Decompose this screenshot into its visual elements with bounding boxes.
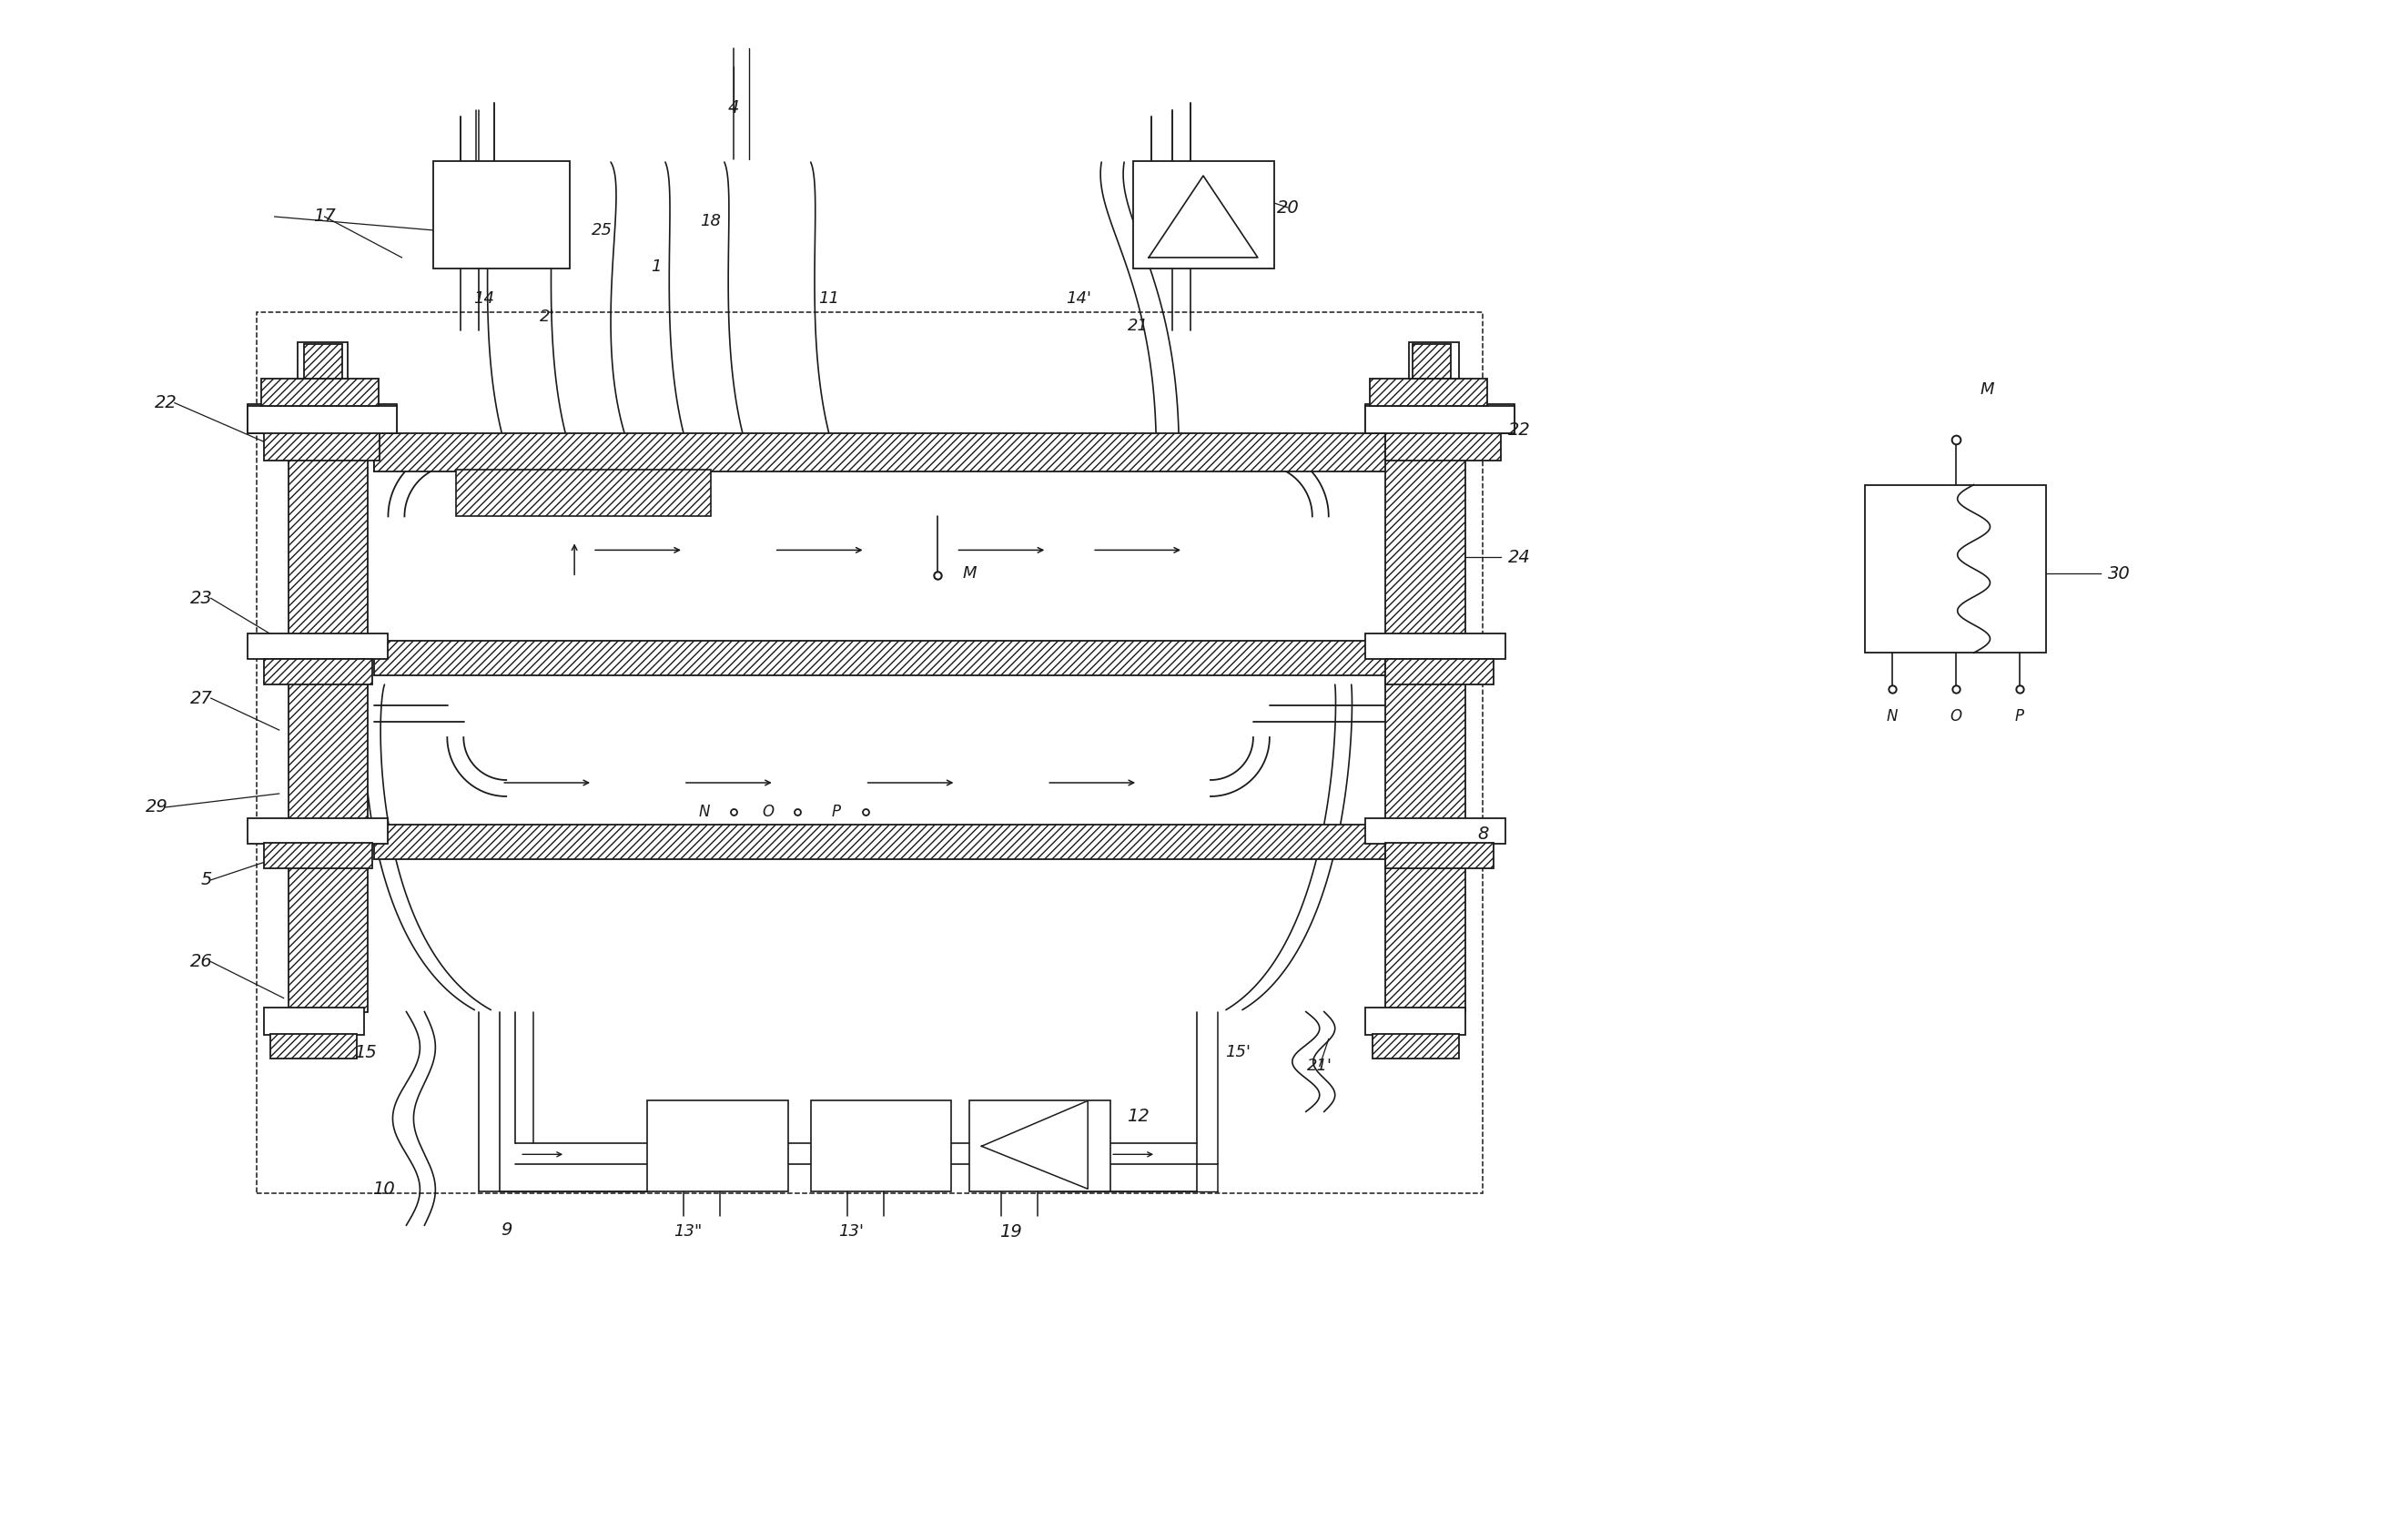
Bar	[1365, 1007, 1466, 1035]
Text: 21: 21	[1126, 317, 1148, 334]
Bar	[1365, 633, 1506, 659]
Text: 20: 20	[1277, 199, 1298, 216]
Bar	[1413, 343, 1451, 379]
Bar	[1133, 162, 1274, 268]
Bar	[261, 379, 380, 405]
Bar	[263, 842, 373, 869]
Bar	[1865, 485, 2047, 653]
Text: 26: 26	[191, 953, 213, 970]
Bar	[375, 824, 1415, 859]
Bar	[1408, 342, 1459, 379]
Bar	[1384, 434, 1466, 1012]
Text: 24: 24	[1509, 548, 1530, 567]
Bar	[246, 633, 387, 659]
Bar	[263, 659, 373, 685]
Bar	[296, 342, 347, 379]
Text: 30: 30	[2109, 565, 2130, 582]
Text: N: N	[698, 804, 710, 819]
Bar	[375, 824, 1415, 859]
Bar	[375, 641, 1415, 676]
Text: 11: 11	[818, 290, 839, 306]
Text: 2': 2'	[540, 308, 555, 325]
Text: 17: 17	[313, 208, 335, 225]
Bar	[375, 433, 1415, 471]
Text: 12: 12	[1126, 1107, 1150, 1124]
Bar	[433, 162, 569, 268]
Text: N: N	[1886, 708, 1898, 725]
Polygon shape	[983, 1101, 1088, 1189]
Bar	[1365, 405, 1516, 433]
Bar	[1384, 659, 1494, 685]
Text: 8: 8	[1478, 825, 1490, 844]
Text: 10: 10	[373, 1180, 395, 1198]
Bar	[375, 433, 1415, 471]
Bar	[375, 641, 1415, 676]
Bar	[1370, 379, 1487, 405]
Bar	[289, 434, 368, 1012]
Text: O: O	[1949, 708, 1961, 725]
Bar	[1384, 842, 1494, 869]
Bar	[263, 842, 373, 869]
Bar	[289, 434, 368, 1012]
Text: 14': 14'	[1066, 290, 1090, 306]
Bar	[1384, 842, 1494, 869]
Bar	[304, 343, 342, 379]
Bar	[1372, 1033, 1459, 1060]
Bar	[457, 470, 710, 516]
Text: 18: 18	[701, 213, 722, 229]
Text: 27: 27	[191, 690, 213, 707]
Text: O: O	[763, 804, 775, 819]
Bar	[270, 1033, 356, 1060]
Text: P: P	[832, 804, 842, 819]
Bar	[261, 379, 380, 405]
Text: M: M	[1980, 380, 1994, 397]
Text: 22: 22	[1509, 422, 1530, 439]
Bar	[1365, 818, 1506, 844]
Text: M: M	[964, 565, 978, 582]
Bar	[270, 1033, 356, 1060]
Bar	[246, 403, 397, 433]
Bar	[1370, 379, 1487, 405]
Bar	[263, 1007, 363, 1035]
Bar	[256, 313, 1482, 1194]
Text: 9: 9	[500, 1221, 512, 1238]
Bar	[648, 1101, 789, 1192]
Text: 4: 4	[727, 99, 739, 115]
Text: P: P	[2016, 708, 2023, 725]
Text: 14: 14	[473, 290, 495, 306]
Text: 15: 15	[354, 1044, 378, 1061]
Bar	[1384, 659, 1494, 685]
Bar	[457, 470, 710, 516]
Bar	[1372, 1033, 1459, 1060]
Text: 22: 22	[155, 394, 177, 411]
Text: 13': 13'	[839, 1223, 863, 1240]
Bar	[246, 405, 397, 433]
Bar	[811, 1101, 952, 1192]
Bar	[246, 818, 387, 844]
Bar	[1365, 403, 1516, 433]
Text: 29: 29	[146, 799, 167, 816]
Bar	[1413, 343, 1451, 379]
Text: 13": 13"	[674, 1223, 703, 1240]
Text: 21': 21'	[1308, 1058, 1332, 1075]
Bar	[263, 431, 380, 460]
Bar	[971, 1101, 1109, 1192]
Text: 15': 15'	[1224, 1044, 1250, 1061]
Bar	[304, 343, 342, 379]
Bar	[1384, 431, 1502, 460]
Text: 25: 25	[591, 222, 612, 239]
Text: 19: 19	[999, 1223, 1021, 1240]
Text: 23: 23	[191, 590, 213, 607]
Bar	[263, 659, 373, 685]
Bar	[1384, 431, 1502, 460]
Bar	[263, 431, 380, 460]
Text: 1: 1	[650, 259, 662, 274]
Text: 5: 5	[201, 872, 213, 889]
Bar	[1384, 434, 1466, 1012]
